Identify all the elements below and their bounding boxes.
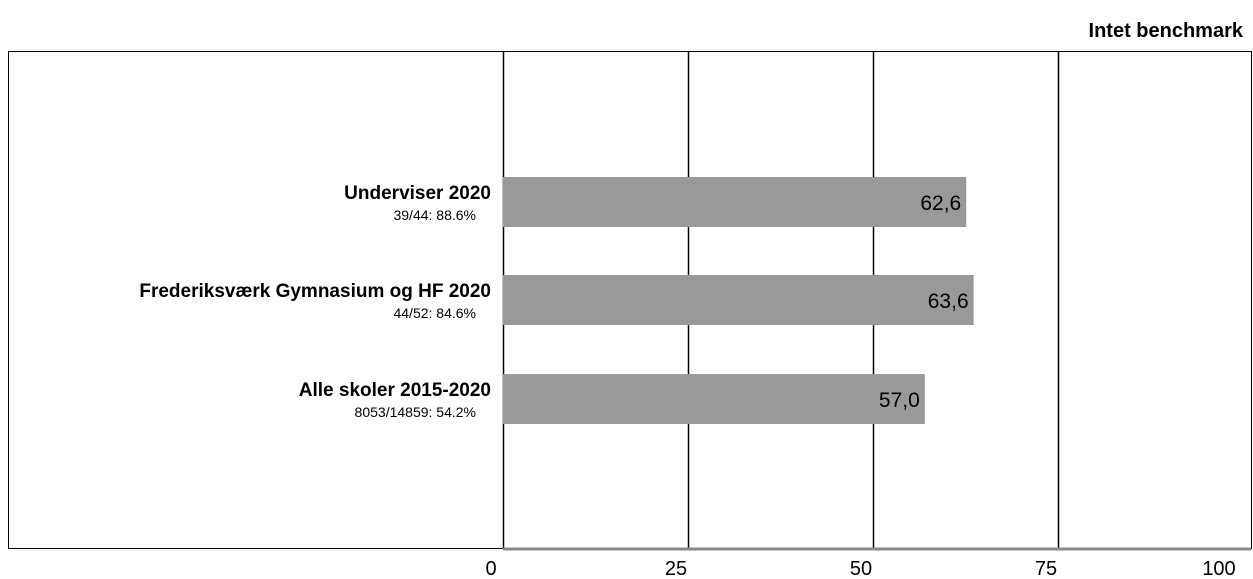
x-tick-label: 25 [665,558,687,579]
x-tick-label: 100 [1202,558,1235,579]
bar-value-label: 63,6 [928,290,969,313]
category-sublabel: 8053/14859: 54.2% [355,404,476,420]
bars: 62,6 63,6 57,0 [503,177,974,424]
x-tick-label: 0 [485,558,496,579]
category-label: Frederiksværk Gymnasium og HF 2020 [139,281,491,302]
category-labels: Underviser 2020 39/44: 88.6% Frederiksværk… [139,183,491,420]
chart-title: Intet benchmark [1089,20,1244,42]
category-label: Underviser 2020 [344,183,491,204]
bar [503,177,967,227]
category-sublabel: 44/52: 84.6% [393,305,476,321]
bar [503,275,974,325]
bar [503,374,925,424]
x-axis: 0 25 50 75 100 [485,547,1251,579]
x-tick-label: 75 [1035,558,1057,579]
bar-value-label: 57,0 [879,389,920,412]
category-label: Alle skoler 2015-2020 [299,380,491,401]
bar-value-label: 62,6 [920,192,961,215]
x-tick-label: 50 [850,558,872,579]
category-sublabel: 39/44: 88.6% [393,207,476,223]
